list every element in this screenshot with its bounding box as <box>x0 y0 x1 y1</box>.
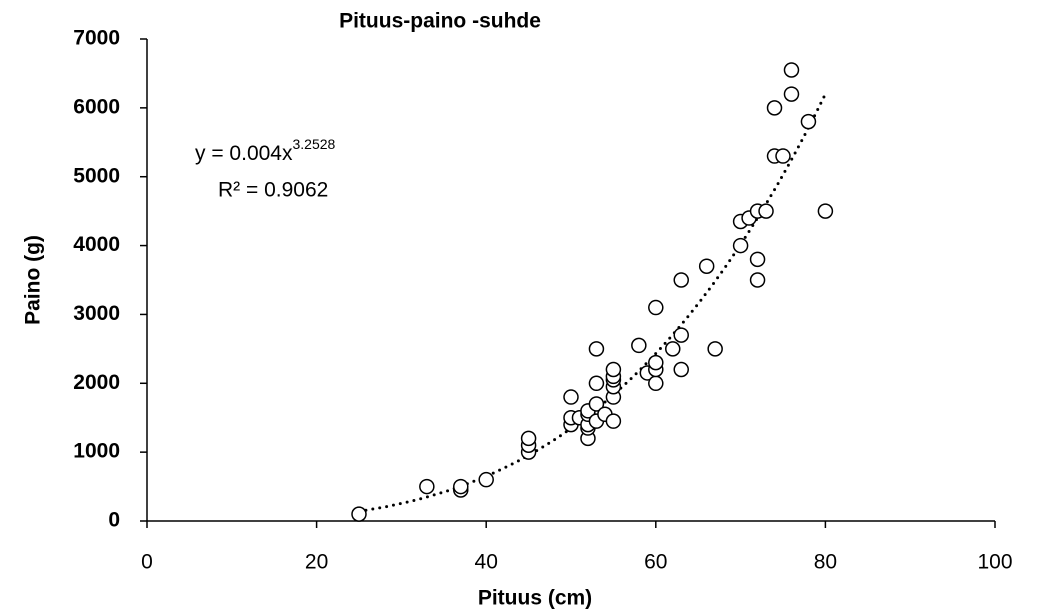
x-tick-label: 60 <box>644 551 667 574</box>
trend-equation: y = 0.004x3.2528 <box>195 136 336 165</box>
point <box>631 337 647 354</box>
x-tick-label: 80 <box>814 551 837 574</box>
x-tick-label: 40 <box>475 551 498 574</box>
point <box>766 100 783 116</box>
point <box>478 471 494 488</box>
y-tick-label: 5000 <box>73 164 120 187</box>
y-axis-label: Paino (g) <box>22 235 45 325</box>
point <box>673 327 689 343</box>
point <box>520 430 537 447</box>
point <box>351 506 367 522</box>
y-tick-label: 1000 <box>73 440 120 463</box>
point <box>732 237 749 254</box>
point <box>588 396 605 412</box>
point <box>758 203 774 219</box>
point <box>749 251 766 268</box>
y-tick-label: 2000 <box>73 371 120 394</box>
point <box>648 299 664 316</box>
point <box>775 148 791 164</box>
x-tick-label: 20 <box>305 551 328 574</box>
y-tick-label: 4000 <box>73 233 120 256</box>
point <box>783 86 800 102</box>
point <box>749 272 766 288</box>
y-tick-label: 3000 <box>73 302 120 325</box>
x-tick-label: 100 <box>977 551 1012 574</box>
point <box>588 375 605 392</box>
y-tick-label: 0 <box>108 509 120 532</box>
r-squared: R² = 0.9062 <box>218 179 328 202</box>
point <box>707 341 723 357</box>
y-tick-label: 7000 <box>73 27 120 50</box>
x-tick-label: 0 <box>141 551 153 574</box>
point <box>588 341 605 357</box>
point <box>817 203 834 219</box>
point <box>800 113 817 130</box>
point <box>648 354 664 371</box>
point <box>673 272 689 288</box>
point <box>665 341 681 357</box>
point <box>419 478 435 495</box>
point <box>605 361 622 378</box>
point <box>673 361 689 378</box>
point <box>783 62 800 78</box>
equation: y = 0.004x <box>195 142 293 165</box>
trendline <box>357 92 827 513</box>
equation-exponent: 3.2528 <box>292 136 335 152</box>
point <box>698 258 715 274</box>
point <box>648 375 664 392</box>
x-axis-label: Pituus (cm) <box>478 587 592 610</box>
point <box>563 389 579 405</box>
point <box>605 413 622 429</box>
y-tick-label: 6000 <box>73 95 120 118</box>
chart-title: Pituus-paino -suhde <box>339 10 541 33</box>
point <box>453 478 469 495</box>
